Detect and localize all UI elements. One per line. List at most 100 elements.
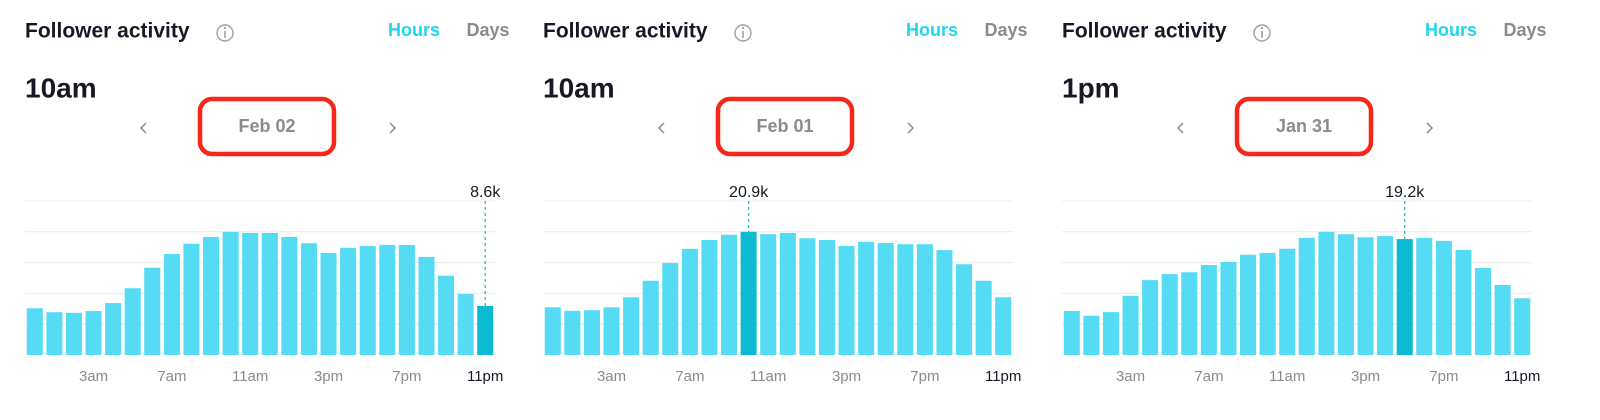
prev-arrow[interactable] bbox=[139, 122, 147, 134]
bar bbox=[1337, 234, 1354, 355]
bar bbox=[398, 244, 415, 355]
bar bbox=[1455, 249, 1472, 355]
bar bbox=[681, 248, 698, 355]
bar bbox=[858, 241, 875, 355]
bar bbox=[936, 250, 953, 355]
info-icon[interactable] bbox=[1253, 24, 1271, 42]
info-icon[interactable] bbox=[734, 24, 752, 42]
x-tick-label: 7am bbox=[675, 368, 704, 385]
bar bbox=[359, 246, 376, 355]
bar bbox=[1318, 231, 1335, 355]
selected-time: 10am bbox=[543, 72, 615, 103]
bar bbox=[779, 232, 796, 355]
bar bbox=[1200, 265, 1217, 355]
bar bbox=[1494, 284, 1511, 355]
bar bbox=[740, 231, 757, 355]
tab-hours[interactable]: Hours bbox=[388, 20, 440, 40]
bar bbox=[583, 310, 600, 355]
info-icon-dot bbox=[741, 26, 745, 30]
selected-time: 1pm bbox=[1062, 72, 1120, 103]
bar bbox=[1298, 237, 1315, 355]
tab-days[interactable]: Days bbox=[466, 20, 509, 40]
bar bbox=[1181, 272, 1198, 355]
value-label: 19.2k bbox=[1385, 184, 1425, 201]
bar bbox=[1142, 280, 1159, 355]
x-tick-label: 11pm bbox=[985, 368, 1021, 385]
bar bbox=[564, 310, 581, 355]
bar bbox=[1279, 248, 1296, 355]
prev-arrow[interactable] bbox=[657, 122, 665, 134]
bar bbox=[418, 256, 435, 355]
date-label: Feb 02 bbox=[238, 116, 295, 136]
bar bbox=[1475, 268, 1492, 355]
bar bbox=[65, 312, 82, 355]
x-tick-label: 11pm bbox=[1504, 368, 1540, 385]
bar bbox=[1240, 254, 1257, 355]
info-icon[interactable] bbox=[216, 24, 234, 42]
bar bbox=[457, 293, 474, 355]
next-arrow[interactable] bbox=[1426, 122, 1434, 134]
bar bbox=[642, 280, 659, 355]
bar bbox=[1102, 312, 1119, 355]
prev-arrow[interactable] bbox=[1176, 122, 1184, 134]
bar bbox=[799, 238, 816, 355]
x-tick-label: 3am bbox=[597, 368, 626, 385]
bar bbox=[603, 307, 620, 355]
x-tick-label: 7pm bbox=[1429, 368, 1458, 385]
tab-days[interactable]: Days bbox=[984, 20, 1027, 40]
date-highlight-box bbox=[715, 96, 855, 157]
info-icon-dot bbox=[223, 26, 227, 30]
x-tick-label: 3pm bbox=[314, 368, 343, 385]
bar bbox=[1122, 295, 1139, 355]
x-tick-label: 11am bbox=[750, 368, 786, 385]
panel-title: Follower activity bbox=[25, 20, 190, 43]
bar bbox=[477, 305, 494, 355]
bar bbox=[623, 297, 640, 355]
bar bbox=[46, 312, 63, 355]
bar bbox=[124, 288, 141, 355]
x-tick-label: 3am bbox=[1116, 368, 1145, 385]
bar bbox=[1259, 252, 1276, 355]
bar bbox=[956, 264, 973, 355]
bar bbox=[838, 245, 855, 355]
x-tick-label: 7pm bbox=[910, 368, 939, 385]
bar bbox=[26, 308, 43, 355]
bar bbox=[1435, 240, 1452, 355]
bar bbox=[916, 244, 933, 355]
bar bbox=[281, 236, 298, 355]
bar bbox=[1514, 298, 1531, 355]
bar bbox=[261, 232, 278, 355]
panel-title: Follower activity bbox=[543, 20, 708, 43]
x-tick-label: 7am bbox=[1194, 368, 1223, 385]
bar bbox=[1063, 310, 1080, 355]
bar bbox=[222, 231, 239, 355]
next-arrow[interactable] bbox=[389, 122, 397, 134]
x-tick-label: 3pm bbox=[1351, 368, 1380, 385]
x-tick-label: 11am bbox=[232, 368, 268, 385]
bar bbox=[85, 311, 102, 355]
x-tick-label: 7pm bbox=[392, 368, 421, 385]
date-highlight-box bbox=[1234, 96, 1374, 157]
date-label: Feb 01 bbox=[756, 116, 813, 136]
bar bbox=[1396, 239, 1413, 355]
bar bbox=[662, 263, 679, 355]
bar bbox=[105, 303, 122, 355]
bar bbox=[975, 280, 992, 355]
selected-time: 10am bbox=[25, 72, 97, 103]
tab-hours[interactable]: Hours bbox=[1425, 20, 1477, 40]
value-label: 8.6k bbox=[470, 184, 501, 201]
bar bbox=[203, 236, 220, 355]
bar bbox=[144, 267, 161, 355]
bar bbox=[340, 247, 357, 355]
bar bbox=[320, 252, 337, 355]
tab-hours[interactable]: Hours bbox=[906, 20, 958, 40]
tab-days[interactable]: Days bbox=[1503, 20, 1546, 40]
bar bbox=[701, 240, 718, 355]
bar bbox=[1416, 237, 1433, 355]
bar bbox=[721, 234, 738, 355]
next-arrow[interactable] bbox=[907, 122, 915, 134]
bar bbox=[1161, 274, 1178, 355]
bar bbox=[544, 307, 561, 355]
